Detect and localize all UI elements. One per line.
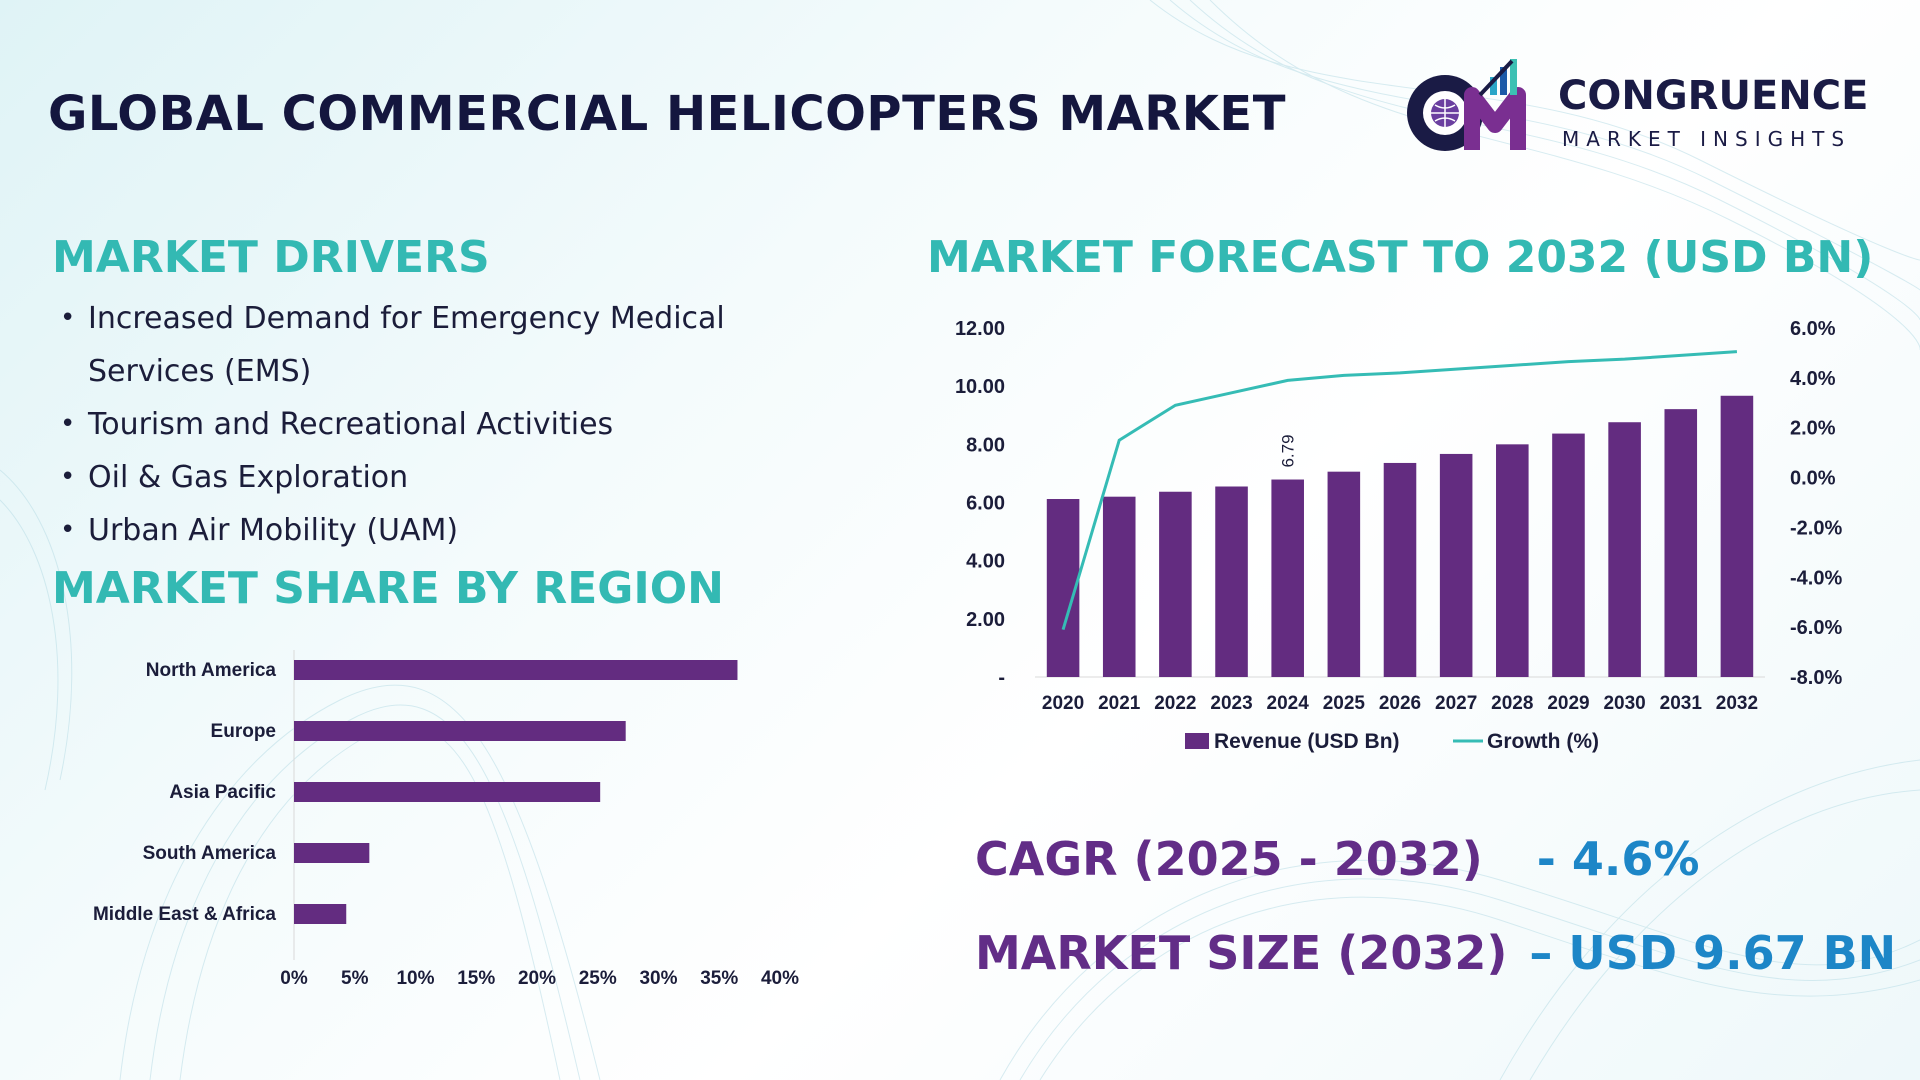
forecast-left-tick: 2.00 [966,609,1005,631]
forecast-right-tick: 4.0% [1790,368,1836,390]
logo-tagline: MARKET INSIGHTS [1562,127,1852,151]
region-bar [294,843,370,863]
forecast-x-tick: 2024 [1267,693,1310,714]
forecast-right-tick: -8.0% [1790,667,1842,689]
forecast-left-tick: 8.00 [966,434,1005,456]
forecast-x-tick: 2031 [1660,693,1703,714]
revenue-bar [1664,409,1698,677]
forecast-right-tick: -6.0% [1790,617,1842,639]
region-bar [294,904,347,924]
region-category-label: Asia Pacific [169,782,276,803]
region-x-tick: 30% [639,968,677,989]
logo-emblem [1407,59,1526,151]
forecast-x-tick: 2030 [1603,693,1645,714]
region-category-label: South America [143,843,277,864]
region-category-label: Middle East & Africa [93,904,276,925]
legend-revenue-label: Revenue (USD Bn) [1214,730,1400,753]
market-size-stat: MARKET SIZE (2032) – USD 9.67 BN [975,926,1896,980]
cagr-value: - 4.6% [1536,832,1700,886]
forecast-right-tick: 2.0% [1790,418,1836,440]
forecast-x-tick: 2021 [1098,693,1141,714]
market-size-label: MARKET SIZE (2032) [975,926,1508,980]
region-x-tick: 40% [761,968,799,989]
cagr-stat: CAGR (2025 - 2032) - 4.6% [975,832,1699,886]
company-logo: CONGRUENCE MARKET INSIGHTS [1400,55,1880,155]
region-category-label: North America [146,660,277,681]
region-x-tick: 25% [579,968,617,989]
forecast-heading: MARKET FORECAST TO 2032 (USD BN) [927,232,1874,283]
forecast-left-tick: 6.00 [966,493,1005,515]
forecast-x-tick: 2020 [1042,693,1084,714]
region-x-tick: 5% [341,968,369,989]
forecast-x-tick: 2025 [1323,693,1366,714]
cagr-label: CAGR (2025 - 2032) [975,832,1483,886]
forecast-x-tick: 2029 [1547,693,1589,714]
region-heading: MARKET SHARE BY REGION [52,563,724,614]
logo-name: CONGRUENCE [1558,73,1869,119]
revenue-bar [1496,444,1529,677]
region-x-tick: 10% [396,968,434,989]
revenue-bar [1159,491,1192,677]
driver-item: Increased Demand for Emergency Medical S… [58,292,778,398]
region-bar [294,782,601,802]
forecast-x-tick: 2027 [1435,693,1477,714]
revenue-bar [1720,395,1754,677]
region-x-tick: 35% [700,968,738,989]
forecast-right-tick: 0.0% [1790,468,1836,490]
page-title: GLOBAL COMMERCIAL HELICOPTERS MARKET [48,86,1286,142]
revenue-bar [1439,453,1473,677]
legend-growth-label: Growth (%) [1487,730,1599,753]
forecast-x-tick: 2032 [1716,693,1758,714]
revenue-bar [1271,479,1304,677]
drivers-list: Increased Demand for Emergency Medical S… [58,292,778,557]
region-category-label: Europe [211,721,276,742]
revenue-bar [1608,422,1641,677]
legend-revenue-swatch [1185,733,1209,749]
region-bar [294,660,738,680]
driver-item: Tourism and Recreational Activities [58,398,778,451]
forecast-chart: - 2.00 4.00 6.00 8.00 10.00 12.00 -8.0% -6.0% -4.… [955,318,1843,753]
forecast-right-tick: -4.0% [1790,567,1842,589]
forecast-x-tick: 2022 [1154,693,1196,714]
revenue-bar [1552,433,1585,677]
forecast-left-tick: - [998,667,1005,689]
revenue-bar [1215,486,1248,677]
forecast-x-tick: 2026 [1379,693,1421,714]
revenue-bar [1383,462,1417,677]
forecast-left-tick: 4.00 [966,551,1005,573]
revenue-bar [1327,471,1361,677]
forecast-left-tick: 10.00 [955,376,1005,398]
growth-line [1061,350,1738,631]
drivers-heading: MARKET DRIVERS [52,232,490,283]
region-x-tick: 15% [457,968,495,989]
forecast-x-tick: 2023 [1210,693,1252,714]
region-share-chart: North America Europe Asia Pacific South Ame… [93,650,799,989]
revenue-data-label: 6.79 [1279,434,1298,467]
forecast-right-tick: -2.0% [1790,517,1842,539]
forecast-x-tick: 2028 [1491,693,1533,714]
market-size-value: – USD 9.67 BN [1529,926,1897,980]
driver-item: Oil & Gas Exploration [58,451,778,504]
forecast-left-tick: 12.00 [955,318,1005,340]
forecast-right-tick: 6.0% [1790,318,1836,340]
region-bar [294,721,626,741]
region-x-tick: 20% [518,968,556,989]
revenue-bar [1102,496,1136,677]
region-x-tick: 0% [280,968,308,989]
driver-item: Urban Air Mobility (UAM) [58,504,778,557]
